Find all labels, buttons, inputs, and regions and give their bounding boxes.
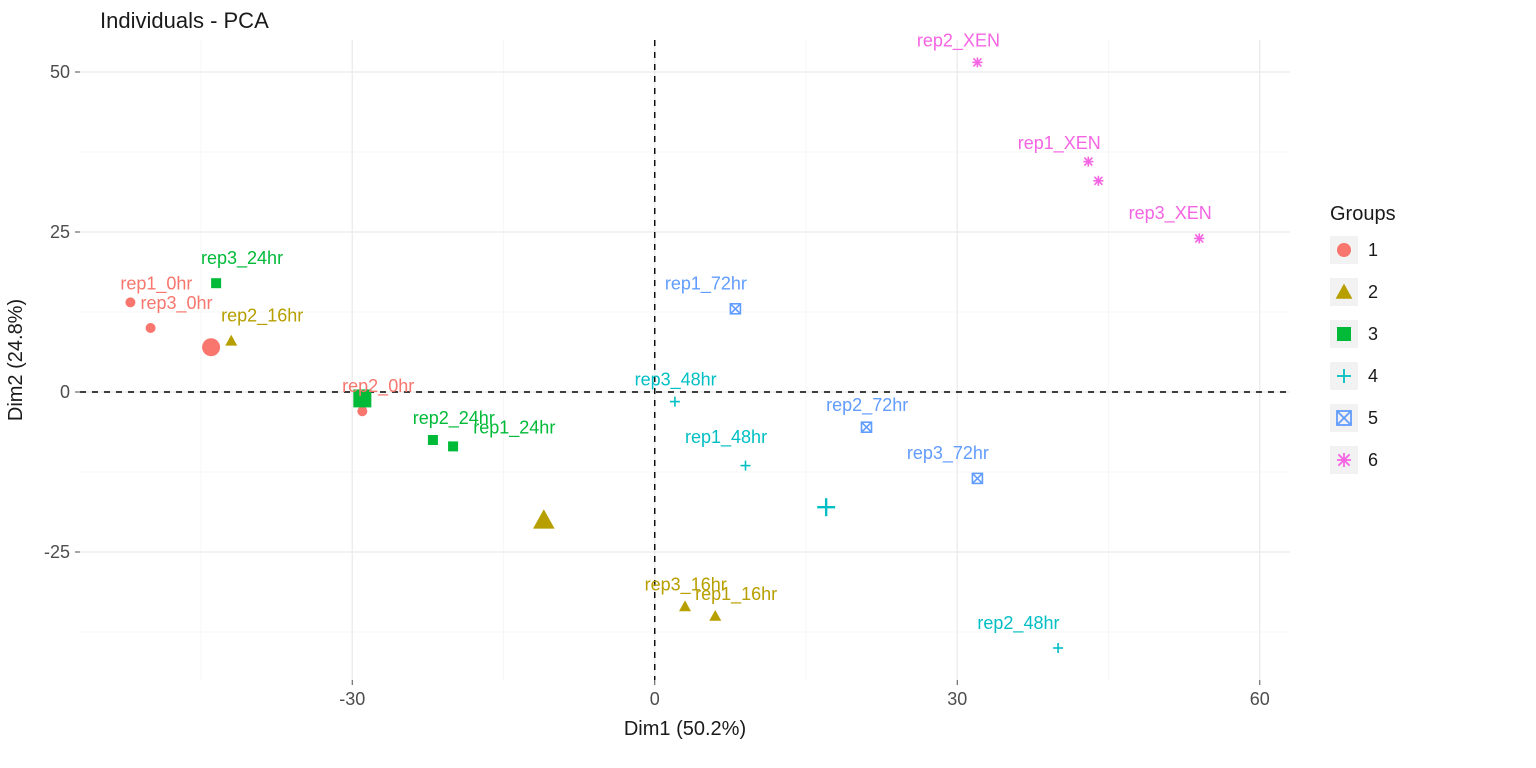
point-label: rep1_24hr (473, 418, 555, 439)
legend-item-1: 1 (1330, 236, 1378, 264)
legend-title: Groups (1330, 203, 1396, 225)
y-tick-label: 50 (50, 62, 70, 82)
point-label: rep2_48hr (977, 613, 1059, 634)
chart-title: Individuals - PCA (100, 8, 269, 33)
point-label: rep3_72hr (907, 443, 989, 464)
point-label: rep2_72hr (826, 395, 908, 416)
y-axis-title: Dim2 (24.8%) (5, 299, 27, 421)
point-rep1_0hr (125, 297, 135, 307)
point-centroid-1 (202, 338, 220, 356)
point-label: rep2_0hr (342, 376, 414, 397)
legend-label: 6 (1368, 450, 1378, 470)
point-label: rep1_72hr (665, 274, 747, 295)
legend-label: 2 (1368, 282, 1378, 302)
point-label: rep3_24hr (201, 248, 283, 269)
point-rep1_24hr (448, 441, 458, 451)
point-rep1_XEN (1083, 157, 1093, 167)
legend-label: 1 (1368, 240, 1378, 260)
legend-label: 5 (1368, 408, 1378, 428)
point-label: rep1_16hr (695, 584, 777, 605)
point-rep3_XEN (1194, 233, 1204, 243)
point-label: rep3_48hr (635, 370, 717, 391)
point-rep3_24hr (211, 278, 221, 288)
point-rep2_0hr (357, 406, 367, 416)
x-tick-label: -30 (339, 689, 365, 709)
y-tick-label: 0 (60, 382, 70, 402)
legend-item-2: 2 (1330, 278, 1378, 306)
legend: Groups 1 2 3 4 5 6 (1330, 203, 1396, 474)
legend-label: 4 (1368, 366, 1378, 386)
point-rep3_0hr (146, 323, 156, 333)
point-label: rep1_48hr (685, 427, 767, 448)
y-tick-label: -25 (44, 542, 70, 562)
chart-svg: -3003060-2502550Dim1 (50.2%)Dim2 (24.8%)… (0, 0, 1536, 768)
x-tick-label: 0 (650, 689, 660, 709)
point-rep2_24hr (428, 435, 438, 445)
point-label: rep1_XEN (1018, 133, 1101, 154)
point-rep2_XEN (972, 57, 982, 67)
pca-scatter-chart: -3003060-2502550Dim1 (50.2%)Dim2 (24.8%)… (0, 0, 1536, 768)
x-tick-label: 30 (947, 689, 967, 709)
point-label: rep3_0hr (141, 293, 213, 314)
x-tick-label: 60 (1250, 689, 1270, 709)
legend-item-6: 6 (1330, 446, 1378, 474)
point-centroid-6 (1093, 176, 1103, 186)
y-tick-label: 25 (50, 222, 70, 242)
legend-item-4: 4 (1330, 362, 1378, 390)
point-label: rep3_XEN (1129, 203, 1212, 224)
legend-item-5: 5 (1330, 404, 1378, 432)
point-label: rep2_16hr (221, 306, 303, 327)
legend-label: 3 (1368, 324, 1378, 344)
legend-item-3: 3 (1330, 320, 1378, 348)
point-label: rep1_0hr (120, 274, 192, 295)
point-label: rep2_XEN (917, 30, 1000, 51)
x-axis-title: Dim1 (50.2%) (624, 718, 746, 740)
